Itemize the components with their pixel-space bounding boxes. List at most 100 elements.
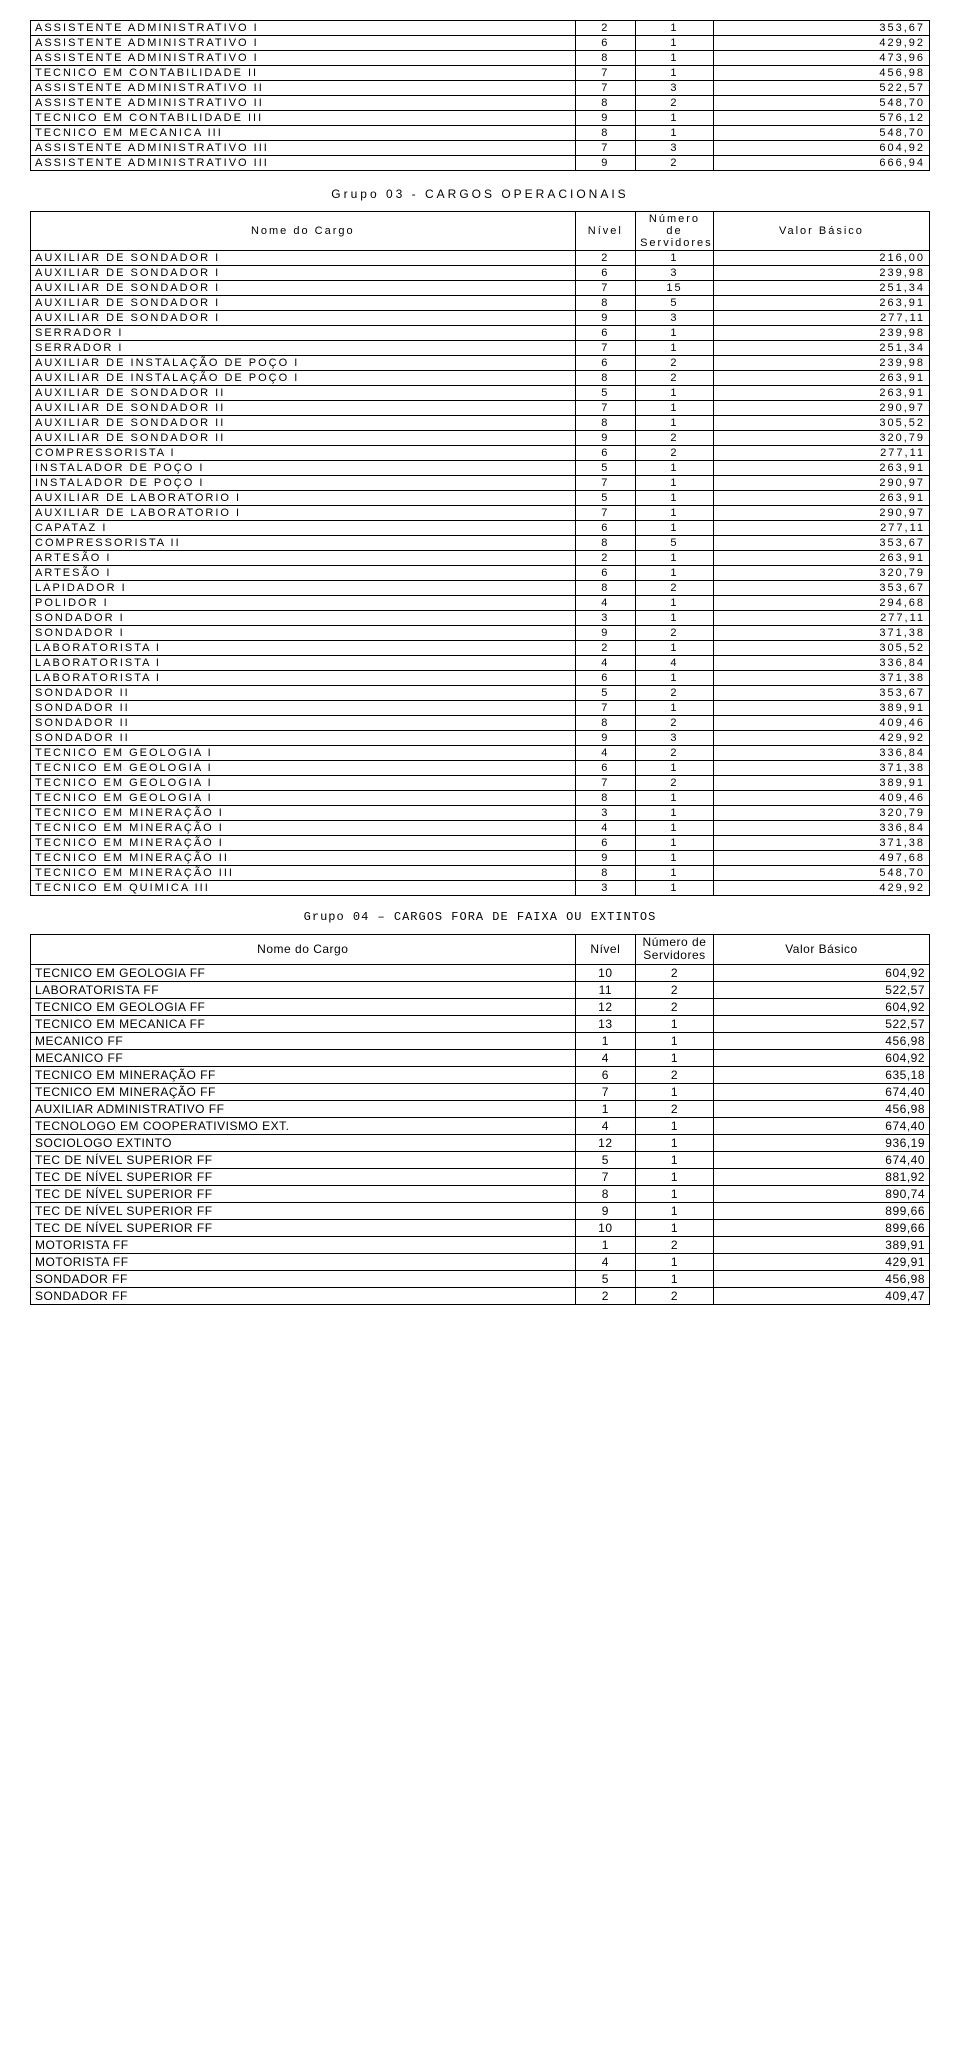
table-cell: 1: [636, 66, 714, 81]
table-cell: TECNICO EM MINERAÇÃO FF: [31, 1066, 576, 1083]
table-row: MOTORISTA FF12389,91: [31, 1236, 930, 1253]
table-cell: 3: [636, 311, 714, 326]
table-row: POLIDOR I41294,68: [31, 596, 930, 611]
table-row: TEC DE NÍVEL SUPERIOR FF91899,66: [31, 1202, 930, 1219]
table-row: SONDADOR I92371,38: [31, 626, 930, 641]
table-cell: 604,92: [713, 964, 929, 981]
table-cell: 9: [575, 851, 636, 866]
table-cell: 263,91: [713, 461, 929, 476]
table-cell: 1: [636, 341, 714, 356]
table-cell: CAPATAZ I: [31, 521, 576, 536]
table-cell: SONDADOR I: [31, 626, 576, 641]
table-cell: 7: [575, 341, 636, 356]
table-cell: 8: [575, 126, 636, 141]
table-cell: ASSISTENTE ADMINISTRATIVO III: [31, 141, 576, 156]
table-cell: 7: [575, 281, 636, 296]
table-cell: 1: [636, 806, 714, 821]
table-row: TECNICO EM CONTABILIDADE III91576,12: [31, 111, 930, 126]
table-cell: LABORATORISTA FF: [31, 981, 576, 998]
table-cell: 666,94: [713, 156, 929, 171]
table-row: LABORATORISTA I61371,38: [31, 671, 930, 686]
table-row: AUXILIAR DE LABORATORIO I71290,97: [31, 506, 930, 521]
table-row: TECNICO EM MINERAÇÃO II91497,68: [31, 851, 930, 866]
table-cell: AUXILIAR DE SONDADOR II: [31, 386, 576, 401]
table-cell: 5: [575, 491, 636, 506]
table-cell: 3: [636, 141, 714, 156]
table-cell: 890,74: [713, 1185, 929, 1202]
table-row: ASSISTENTE ADMINISTRATIVO I61429,92: [31, 36, 930, 51]
table-cell: 336,84: [713, 656, 929, 671]
table-row: ASSISTENTE ADMINISTRATIVO I21353,67: [31, 21, 930, 36]
table-cell: AUXILIAR DE INSTALAÇÃO DE POÇO I: [31, 356, 576, 371]
table-cell: AUXILIAR DE SONDADOR I: [31, 266, 576, 281]
table-row: TECNICO EM CONTABILIDADE II71456,98: [31, 66, 930, 81]
table-cell: 263,91: [713, 551, 929, 566]
table-cell: 1: [636, 1168, 714, 1185]
table-cell: 429,92: [713, 731, 929, 746]
table-row: AUXILIAR DE SONDADOR I715251,34: [31, 281, 930, 296]
table-cell: 5: [636, 536, 714, 551]
table-cell: SONDADOR II: [31, 701, 576, 716]
table-cell: INSTALADOR DE POÇO I: [31, 476, 576, 491]
table-cell: MECANICO FF: [31, 1032, 576, 1049]
table-cell: 290,97: [713, 401, 929, 416]
table-row: ASSISTENTE ADMINISTRATIVO II73522,57: [31, 81, 930, 96]
table-cell: 3: [636, 731, 714, 746]
table-cell: 6: [575, 671, 636, 686]
table-cell: 5: [636, 296, 714, 311]
table-cell: INSTALADOR DE POÇO I: [31, 461, 576, 476]
table-cell: 2: [575, 641, 636, 656]
table-cell: 5: [575, 1151, 636, 1168]
table-cell: 2: [636, 581, 714, 596]
table-cell: 5: [575, 386, 636, 401]
table-cell: 371,38: [713, 836, 929, 851]
table-cell: 8: [575, 416, 636, 431]
table-cell: 429,92: [713, 881, 929, 896]
table-row: SONDADOR II71389,91: [31, 701, 930, 716]
table-cell: 353,67: [713, 581, 929, 596]
table-cell: 899,66: [713, 1219, 929, 1236]
table-cell: MOTORISTA FF: [31, 1253, 576, 1270]
table-cell: SERRADOR I: [31, 326, 576, 341]
table-cell: AUXILIAR DE LABORATORIO I: [31, 491, 576, 506]
table-cell: 2: [636, 981, 714, 998]
table-cell: 2: [575, 251, 636, 266]
table-cell: TECNICO EM GEOLOGIA I: [31, 791, 576, 806]
table-row: TECNICO EM MINERAÇÃO I31320,79: [31, 806, 930, 821]
table-cell: 5: [575, 1270, 636, 1287]
table-cell: 1: [636, 611, 714, 626]
table-cell: TECNICO EM GEOLOGIA FF: [31, 998, 576, 1015]
table-row: ARTESÃO I61320,79: [31, 566, 930, 581]
table-cell: 3: [575, 611, 636, 626]
table-row: ASSISTENTE ADMINISTRATIVO I81473,96: [31, 51, 930, 66]
table-cell: 1: [636, 326, 714, 341]
table-cell: TECNICO EM GEOLOGIA I: [31, 746, 576, 761]
table-cell: 2: [636, 686, 714, 701]
table-header-cell: Número de Servidores: [636, 212, 714, 251]
table-cell: 389,91: [713, 701, 929, 716]
table-cell: AUXILIAR DE SONDADOR II: [31, 431, 576, 446]
table-cell: SONDADOR FF: [31, 1287, 576, 1304]
table-cell: 1: [636, 881, 714, 896]
table-cell: 320,79: [713, 806, 929, 821]
table-cell: 8: [575, 581, 636, 596]
table-cell: 9: [575, 731, 636, 746]
table-row: COMPRESSORISTA I62277,11: [31, 446, 930, 461]
group3-title: Grupo 03 - CARGOS OPERACIONAIS: [30, 187, 930, 201]
table-cell: 6: [575, 446, 636, 461]
table-cell: 263,91: [713, 371, 929, 386]
table-cell: 277,11: [713, 311, 929, 326]
table-cell: ASSISTENTE ADMINISTRATIVO I: [31, 51, 576, 66]
table-row: ASSISTENTE ADMINISTRATIVO II82548,70: [31, 96, 930, 111]
table-cell: 899,66: [713, 1202, 929, 1219]
table-row: AUXILIAR DE SONDADOR I21216,00: [31, 251, 930, 266]
table-cell: 1: [636, 866, 714, 881]
table-cell: 371,38: [713, 626, 929, 641]
table-cell: 1: [636, 1134, 714, 1151]
table-header-cell: Nível: [575, 935, 636, 964]
table-row: TECNICO EM MINERAÇÃO III81548,70: [31, 866, 930, 881]
table-cell: 263,91: [713, 296, 929, 311]
table-cell: 7: [575, 401, 636, 416]
table-cell: 2: [636, 156, 714, 171]
table-cell: 1: [636, 386, 714, 401]
